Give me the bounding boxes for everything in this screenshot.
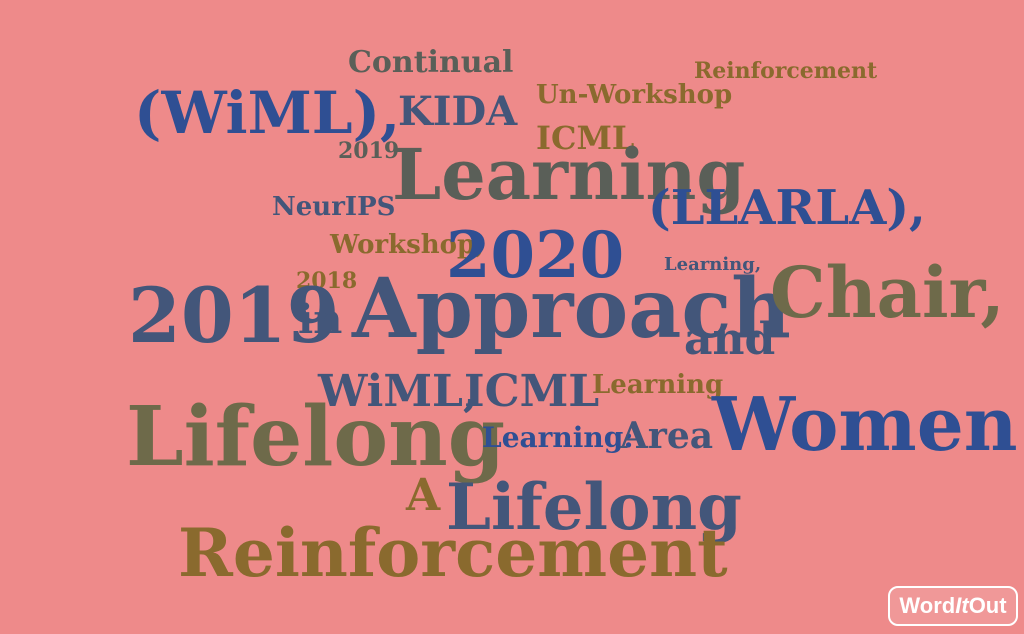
cloud-word: 2019 [338,138,400,164]
cloud-word: Chair, [770,251,1005,334]
cloud-word: Women [712,382,1018,468]
cloud-word: Learning, [664,254,762,275]
cloud-word: 2018 [296,268,358,294]
logo-it: It [955,593,969,618]
cloud-word: Learning [392,133,746,216]
cloud-word: ICML [536,119,635,157]
cloud-word: 2020 [446,218,625,293]
cloud-word: Approach [352,261,791,357]
cloud-word: Reinforcement [694,58,878,84]
cloud-word: ICML [464,366,600,417]
cloud-word: and [684,314,776,365]
cloud-word: Workshop, [330,230,485,260]
worditout-logo[interactable]: Word It Out [888,586,1018,626]
cloud-word: Learning: [482,421,634,454]
cloud-word: Area [620,415,714,457]
cloud-word: Reinforcement [178,514,728,592]
cloud-word: NeurIPS [272,192,396,222]
cloud-word: WiML, [318,366,479,417]
logo-word: Word [899,593,956,618]
cloud-word: A [406,470,441,521]
cloud-word: Lifelong [126,389,506,485]
cloud-word: Continual [348,45,514,80]
cloud-word: Un-Workshop [536,80,733,110]
cloud-word: Learning [592,370,724,400]
logo-out: Out [968,593,1007,618]
cloud-word: (LLARLA), [648,180,926,236]
cloud-word: 2019 [128,271,340,360]
cloud-word: Lifelong [446,470,742,545]
cloud-word: (WiML), [134,79,401,147]
cloud-word: in [298,296,343,343]
cloud-word: KIDA [398,88,518,135]
